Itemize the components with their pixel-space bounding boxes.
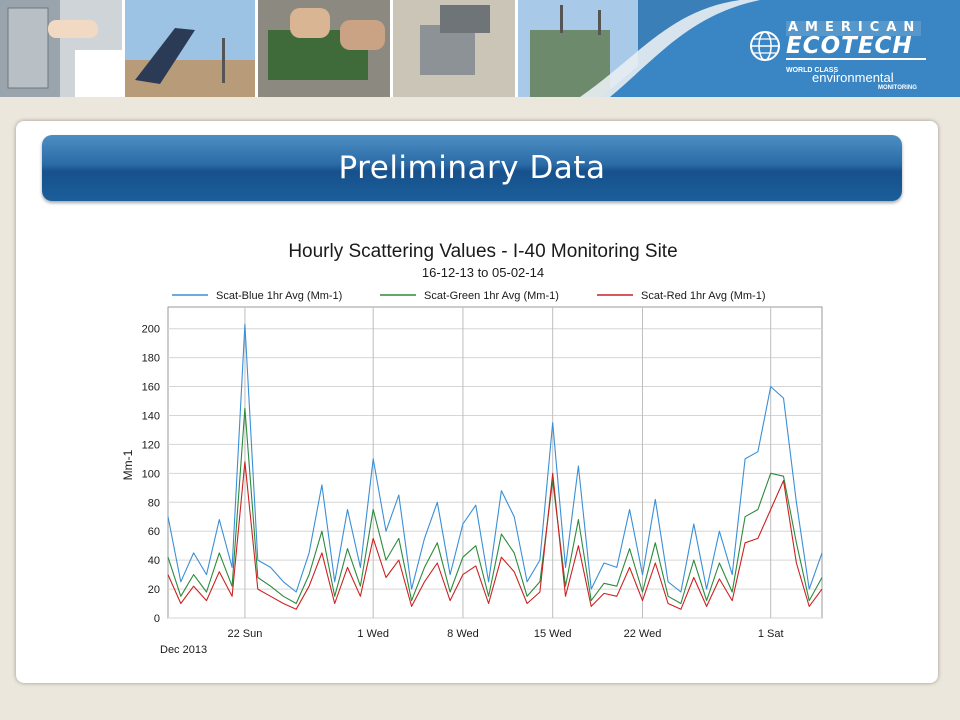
x-tick-label: 22 Wed [624,628,662,640]
brand-name-top: AMERICAN [788,20,922,35]
brand-tagline-2: environmental [812,70,894,85]
plot-frame [167,306,823,619]
y-tick-label: 120 [142,439,160,451]
series-line-2 [167,407,823,605]
title-banner: Preliminary Data [42,135,902,201]
chart-subtitle: 16-12-13 to 05-02-14 [422,265,544,280]
page-title: Preliminary Data [338,150,606,186]
y-tick-label: 140 [142,410,160,422]
header-photo-strip [0,0,960,97]
series-line-1 [167,323,823,593]
series-line-3 [167,461,823,610]
chart-title: Hourly Scattering Values - I-40 Monitori… [288,241,677,262]
brand-tagline-3: MONITORING [878,85,917,91]
photo-circuit-board-work [258,0,390,97]
header-banner: AMERICAN ECOTECH WORLD CLASS environment… [0,0,960,97]
y-tick-label: 80 [148,497,160,509]
y-tick-label: 100 [142,468,160,480]
brand-tagline-1: WORLD CLASS [786,67,839,74]
brand-name-main: ECOTECH [786,34,926,60]
x-tick-label: 1 Wed [357,628,389,640]
x-tick-label: 8 Wed [447,628,479,640]
globe-icon [750,31,780,61]
y-tick-label: 0 [154,613,160,625]
photo-solar-panel-station [125,0,255,97]
y-tick-label: 180 [142,353,160,365]
photo-field-technician [0,0,122,97]
brand-swoosh [600,0,960,97]
legend-label: Scat-Blue 1hr Avg (Mm-1) [216,290,342,302]
y-tick-label: 40 [148,555,160,567]
y-axis-label: Mm-1 [121,449,135,480]
y-tick-label: 200 [142,324,160,336]
legend-label: Scat-Red 1hr Avg (Mm-1) [641,290,766,302]
y-tick-label: 160 [142,382,160,394]
x-tick-label: 15 Wed [534,628,572,640]
y-tick-label: 20 [148,584,160,596]
legend-label: Scat-Green 1hr Avg (Mm-1) [424,290,559,302]
x-axis-sublabel: Dec 2013 [160,644,207,656]
brand-logo: AMERICAN ECOTECH WORLD CLASS environment… [560,0,960,97]
y-tick-label: 60 [148,526,160,538]
chart-legend: Scat-Blue 1hr Avg (Mm-1) Scat-Green 1hr A… [172,290,766,302]
x-tick-label: 1 Sat [758,628,784,640]
plot-area: 0 20 40 60 80 100 120 140 160 180 200 22 Sun 1 Wed 8 … [142,306,823,640]
photo-sampler-instrument [393,0,515,97]
x-tick-label: 22 Sun [228,628,263,640]
